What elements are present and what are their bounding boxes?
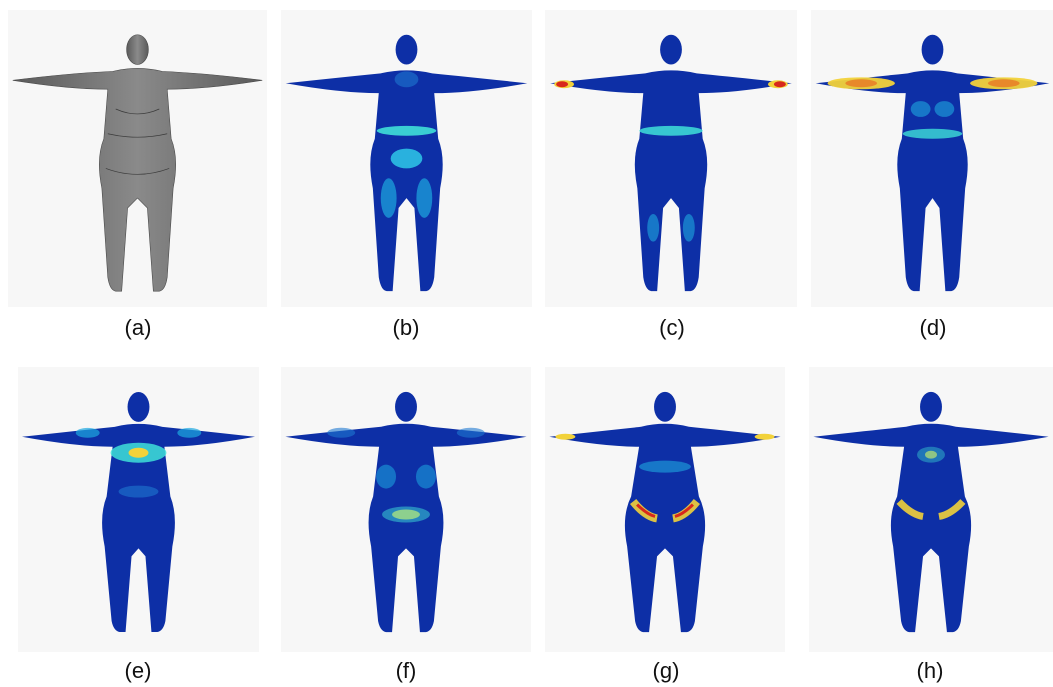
body-heatmap-g — [549, 391, 781, 633]
body-heatmap-b — [285, 34, 528, 292]
panel-d-caption: (d) — [919, 315, 947, 340]
panel-b-caption: (b) — [392, 315, 420, 340]
panel-a-caption: (a) — [124, 315, 152, 340]
panel-e-image — [18, 367, 259, 652]
body-heatmap-e — [21, 391, 256, 632]
body-heatmap-h — [813, 391, 1049, 633]
panel-c-caption: (c) — [659, 315, 685, 340]
body-heatmap-f — [285, 391, 527, 633]
panel-h-image — [809, 367, 1053, 652]
panel-f-image — [281, 367, 531, 652]
panel-b-image — [281, 10, 532, 307]
panel-g-caption: (g) — [652, 658, 680, 683]
panel-d-image — [811, 10, 1053, 307]
body-heatmap-d — [815, 34, 1050, 292]
panel-a-image — [8, 10, 267, 307]
body-heatmap-c — [550, 34, 792, 292]
panel-f-caption: (f) — [395, 658, 417, 683]
panel-g-image — [545, 367, 785, 652]
body-mesh-gray — [12, 34, 263, 292]
panel-c-image — [545, 10, 797, 307]
panel-h-caption: (h) — [916, 658, 944, 683]
panel-e-caption: (e) — [124, 658, 152, 683]
